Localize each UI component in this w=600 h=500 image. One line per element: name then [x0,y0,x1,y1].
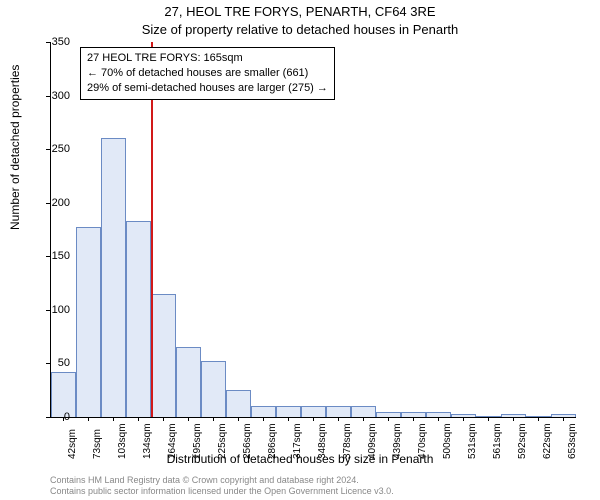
y-tick-mark [46,149,50,150]
title-main: 27, HEOL TRE FORYS, PENARTH, CF64 3RE [0,4,600,19]
x-tick-mark [213,417,214,421]
annotation-line-2: ← 70% of detached houses are smaller (66… [87,66,328,81]
bar [551,414,576,417]
x-tick-mark [113,417,114,421]
x-tick-mark [513,417,514,421]
bar [251,406,276,417]
x-tick-mark [238,417,239,421]
x-tick-mark [438,417,439,421]
y-tick-mark [46,310,50,311]
x-tick-mark [263,417,264,421]
y-tick-mark [46,417,50,418]
x-axis-label: Distribution of detached houses by size … [0,452,600,466]
chart-container: 27, HEOL TRE FORYS, PENARTH, CF64 3RE Si… [0,0,600,500]
footer-line-1: Contains HM Land Registry data © Crown c… [50,475,394,487]
bar [176,347,201,417]
y-tick-mark [46,256,50,257]
x-tick-mark [338,417,339,421]
bar [426,412,451,417]
x-tick-mark [313,417,314,421]
y-tick-mark [46,203,50,204]
y-tick-label: 200 [52,197,70,209]
x-tick-mark [538,417,539,421]
x-tick-mark [488,417,489,421]
bar [326,406,351,417]
bar [526,416,551,417]
y-tick-label: 100 [52,304,70,316]
bar [201,361,226,417]
bar [501,414,526,417]
bar [101,138,126,417]
bar [401,412,426,417]
y-tick-mark [46,42,50,43]
x-tick-mark [138,417,139,421]
y-tick-mark [46,96,50,97]
y-tick-label: 300 [52,90,70,102]
y-axis-label: Number of detached properties [8,65,22,230]
annotation-line-1: 27 HEOL TRE FORYS: 165sqm [87,51,328,66]
y-tick-mark [46,363,50,364]
x-tick-mark [163,417,164,421]
footer: Contains HM Land Registry data © Crown c… [50,475,394,498]
x-tick-mark [288,417,289,421]
y-tick-label: 250 [52,143,70,155]
bar [76,227,101,417]
x-tick-mark [463,417,464,421]
bar [476,416,501,417]
y-tick-label: 50 [58,357,70,369]
x-tick-mark [563,417,564,421]
bar [226,390,251,417]
y-tick-label: 0 [64,411,70,423]
bar [276,406,301,417]
x-tick-mark [363,417,364,421]
bar [376,412,401,417]
x-tick-mark [63,417,64,421]
x-tick-mark [388,417,389,421]
x-tick-mark [188,417,189,421]
bar [301,406,326,417]
bar [126,221,151,417]
footer-line-2: Contains public sector information licen… [50,486,394,498]
x-tick-mark [88,417,89,421]
title-sub: Size of property relative to detached ho… [0,22,600,37]
annotation-box: 27 HEOL TRE FORYS: 165sqm ← 70% of detac… [80,47,335,100]
bar [451,414,476,417]
x-tick-mark [413,417,414,421]
annotation-line-3: 29% of semi-detached houses are larger (… [87,81,328,96]
y-tick-label: 350 [52,36,70,48]
bar [151,294,176,417]
y-tick-label: 150 [52,250,70,262]
bar [351,406,376,417]
